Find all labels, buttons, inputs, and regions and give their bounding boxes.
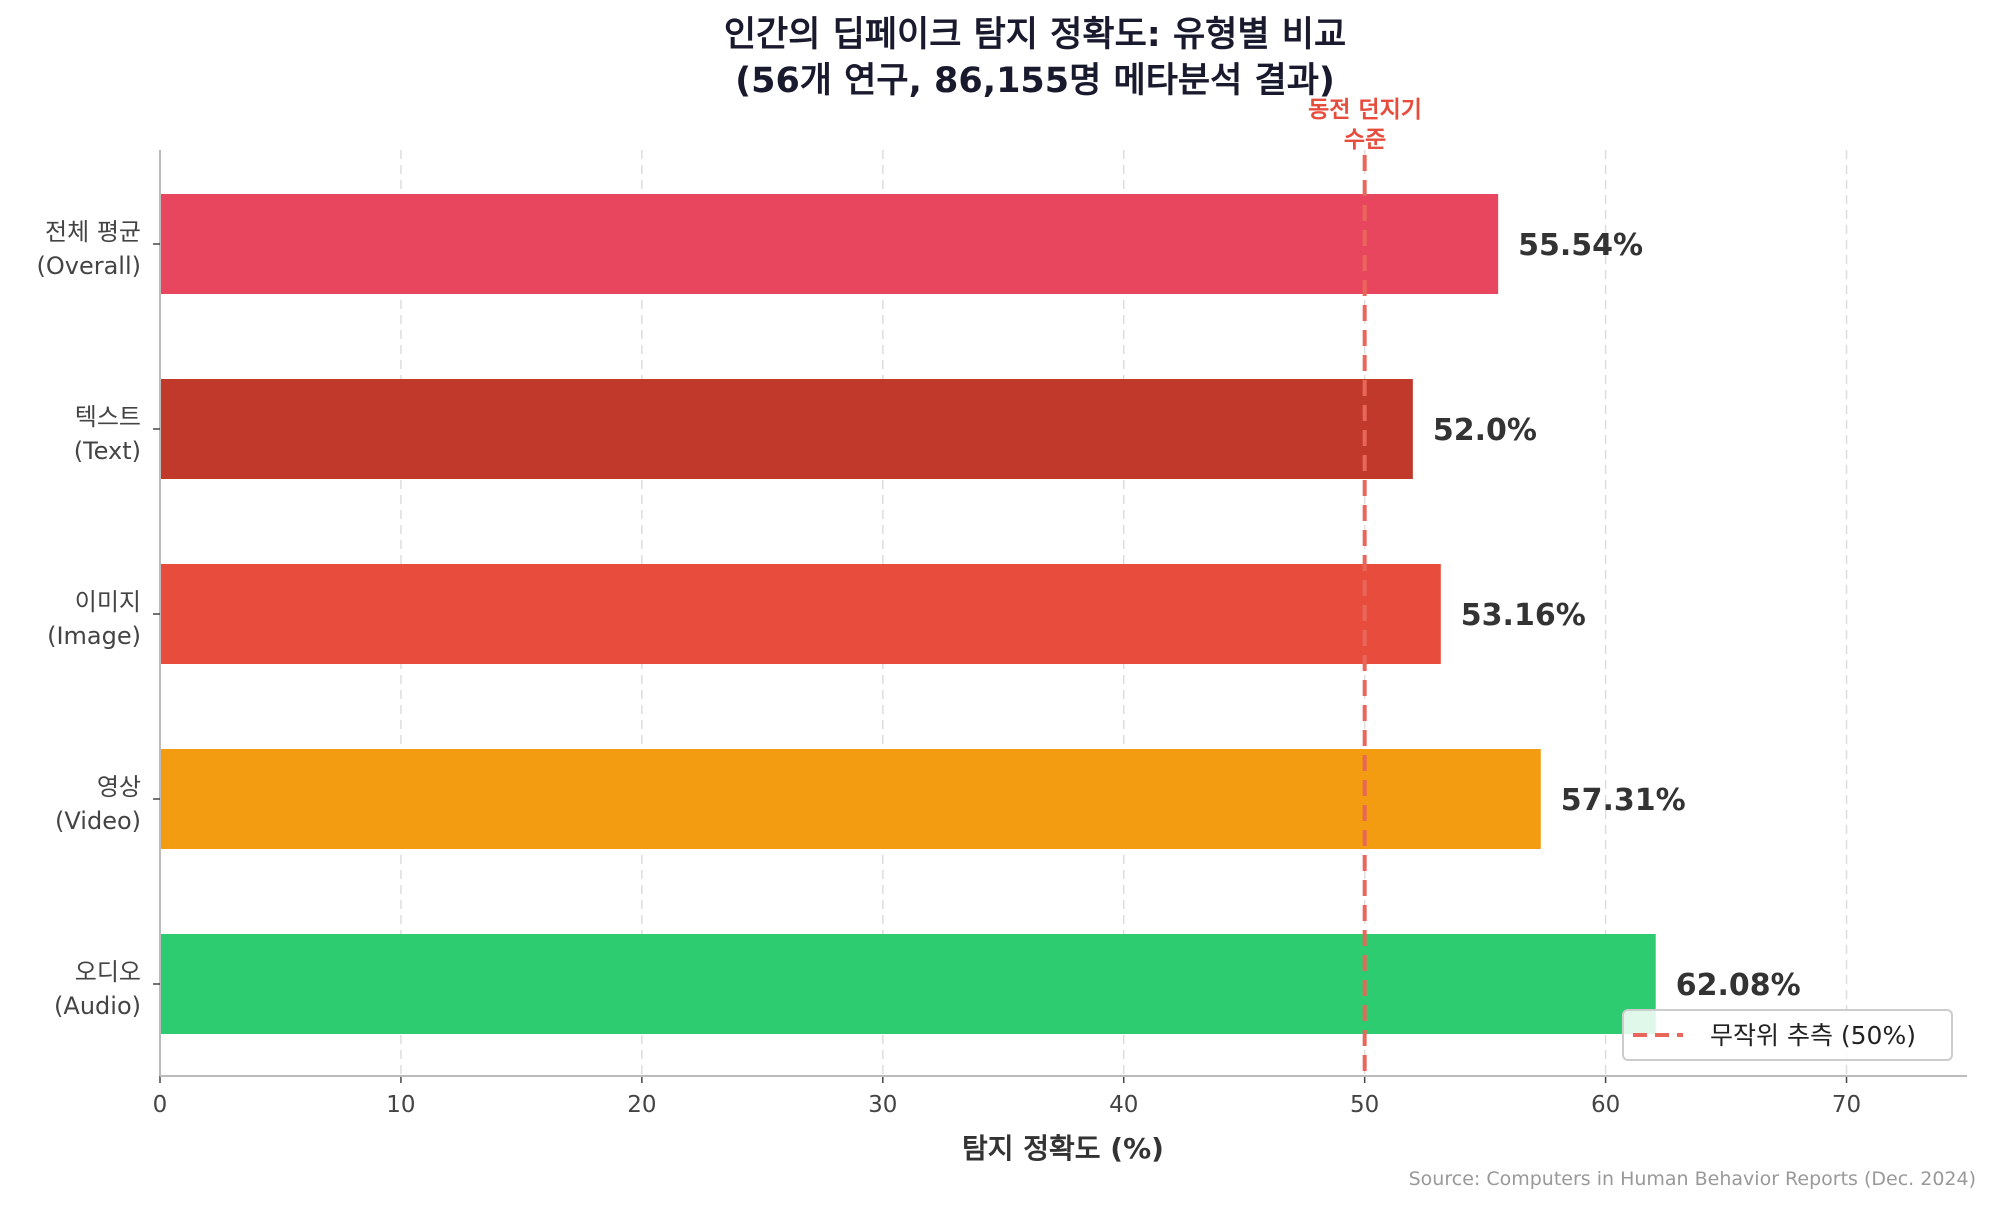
x-tick-label: 60	[1591, 1092, 1620, 1118]
bar-3	[160, 749, 1541, 849]
x-tick-label: 0	[153, 1092, 168, 1118]
y-tick-label: (Video)	[55, 807, 141, 835]
value-label: 62.08%	[1676, 968, 1801, 1003]
bar-1	[160, 379, 1413, 479]
y-tick-label: 텍스트	[75, 403, 141, 431]
reference-annotation-line-1: 동전 던지기	[1308, 97, 1422, 123]
y-tick-label: (Overall)	[37, 252, 142, 280]
value-label: 53.16%	[1461, 598, 1586, 633]
bar-2	[160, 564, 1441, 664]
x-tick-label: 20	[627, 1092, 656, 1118]
legend: 무작위 추측 (50%)	[1622, 1009, 1953, 1061]
value-label: 55.54%	[1518, 228, 1643, 263]
x-tick-label: 10	[386, 1092, 415, 1118]
reference-annotation-line-2: 수준	[1344, 127, 1386, 153]
y-tick-label: 이미지	[75, 588, 141, 616]
value-label: 57.31%	[1561, 783, 1686, 818]
y-tick-label: (Text)	[74, 437, 141, 465]
bar-0	[160, 194, 1499, 294]
legend-box	[1622, 1009, 1953, 1061]
chart-title-line-1: 인간의 딥페이크 탐지 정확도: 유형별 비교	[724, 15, 1346, 55]
x-tick-label: 40	[1109, 1092, 1138, 1118]
x-tick-label: 70	[1832, 1092, 1861, 1118]
legend-label: 무작위 추측 (50%)	[1710, 1021, 1916, 1050]
x-tick-label: 50	[1350, 1092, 1379, 1118]
x-tick-label: 30	[868, 1092, 897, 1118]
source-note: Source: Computers in Human Behavior Repo…	[1409, 1168, 1976, 1190]
y-tick-label: 전체 평균	[45, 218, 141, 246]
y-tick-label: 영상	[97, 773, 141, 801]
y-tick-label: (Image)	[47, 622, 141, 650]
bar-4	[160, 934, 1656, 1034]
y-tick-label: (Audio)	[54, 992, 141, 1020]
value-label: 52.0%	[1433, 413, 1537, 448]
y-tick-label: 오디오	[75, 958, 141, 986]
x-axis-label: 탐지 정확도 (%)	[962, 1132, 1164, 1165]
chart-title-line-2: (56개 연구, 86,155명 메타분석 결과)	[735, 61, 1335, 101]
